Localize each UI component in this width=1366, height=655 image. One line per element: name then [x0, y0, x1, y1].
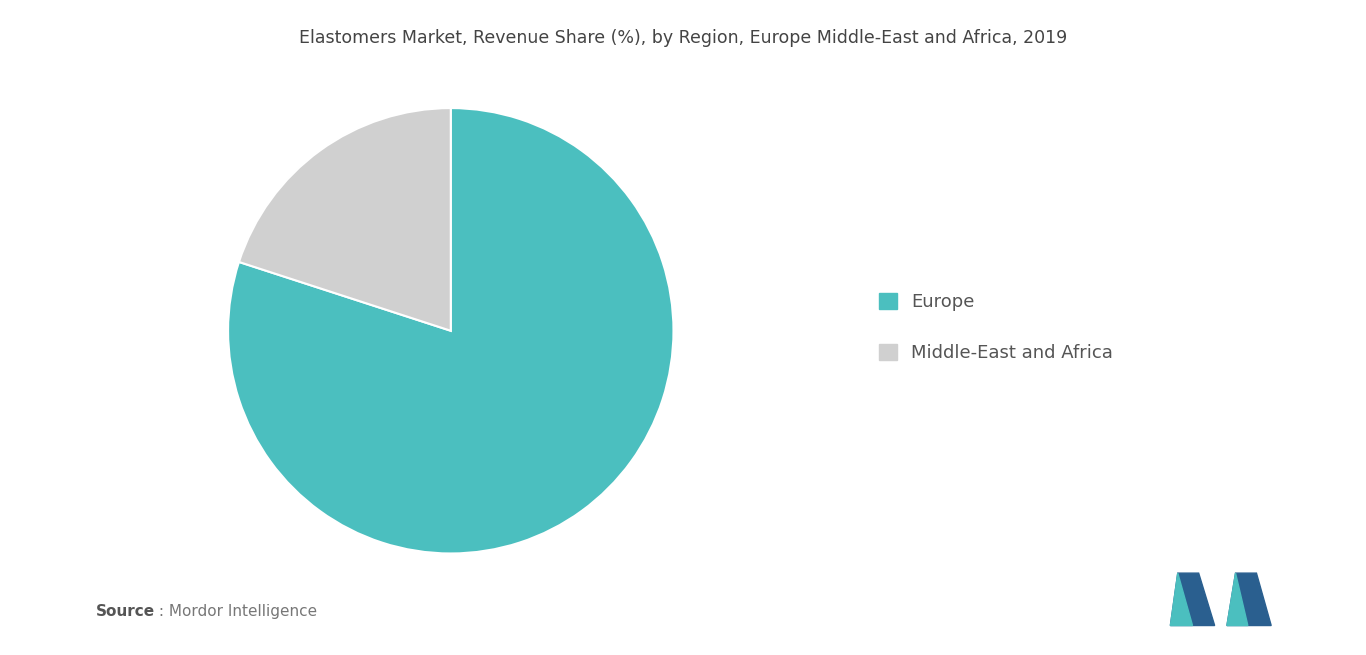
Polygon shape [1227, 573, 1272, 626]
Text: Source: Source [96, 604, 154, 619]
Wedge shape [228, 108, 673, 553]
Legend: Europe, Middle-East and Africa: Europe, Middle-East and Africa [870, 284, 1121, 371]
Polygon shape [1171, 573, 1193, 626]
Text: : Mordor Intelligence: : Mordor Intelligence [154, 604, 317, 619]
Text: Elastomers Market, Revenue Share (%), by Region, Europe Middle-East and Africa, : Elastomers Market, Revenue Share (%), by… [299, 29, 1067, 47]
Wedge shape [239, 108, 451, 331]
Polygon shape [1171, 573, 1214, 626]
Polygon shape [1227, 573, 1249, 626]
